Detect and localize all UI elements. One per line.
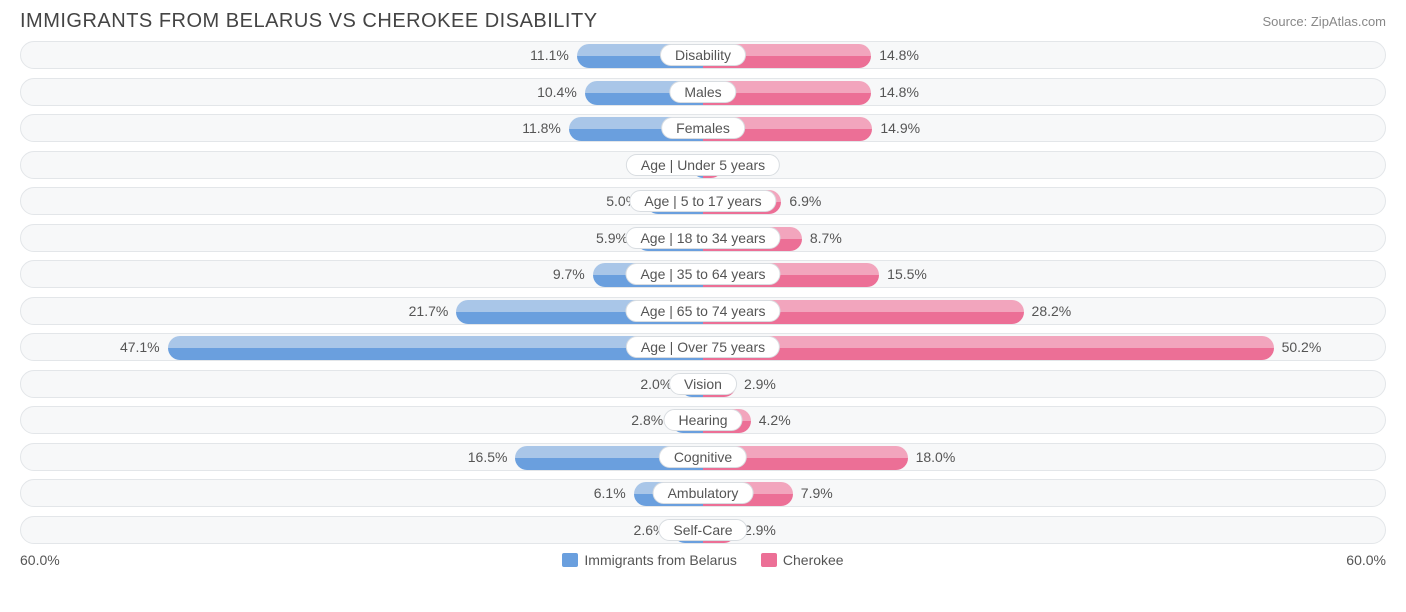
chart-title: IMMIGRANTS FROM BELARUS VS CHEROKEE DISA…	[20, 10, 598, 33]
legend-item-left: Immigrants from Belarus	[562, 552, 736, 568]
value-right: 2.9%	[744, 522, 776, 538]
value-right: 14.8%	[879, 84, 919, 100]
row-label: Disability	[660, 44, 746, 66]
legend: Immigrants from Belarus Cherokee	[562, 552, 843, 568]
chart-row: 5.9% 8.7% Age | 18 to 34 years	[20, 224, 1386, 252]
value-right: 18.0%	[916, 449, 956, 465]
chart-row: 9.7% 15.5% Age | 35 to 64 years	[20, 260, 1386, 288]
value-right: 4.2%	[759, 412, 791, 428]
legend-label-right: Cherokee	[783, 552, 844, 568]
value-left: 9.7%	[553, 266, 585, 282]
value-left: 11.1%	[530, 47, 569, 63]
row-label: Hearing	[663, 409, 742, 431]
row-label: Vision	[669, 373, 737, 395]
legend-item-right: Cherokee	[761, 552, 844, 568]
chart-row: 5.0%6.9%Age | 5 to 17 years	[20, 187, 1386, 215]
row-label: Males	[669, 81, 736, 103]
value-right: 2.9%	[744, 376, 776, 392]
value-right: 28.2%	[1032, 303, 1072, 319]
chart-source: Source: ZipAtlas.com	[1262, 14, 1386, 29]
chart-footer: 60.0% Immigrants from Belarus Cherokee 6…	[0, 552, 1406, 568]
value-left: 16.5%	[468, 449, 508, 465]
bar-right	[703, 336, 1274, 360]
chart-row: 21.7% 28.2% Age | 65 to 74 years	[20, 297, 1386, 325]
row-label: Ambulatory	[653, 482, 754, 504]
row-label: Age | 5 to 17 years	[629, 190, 776, 212]
chart-row: 2.6%2.9%Self-Care	[20, 516, 1386, 544]
bar-left	[168, 336, 703, 360]
chart-row: 2.0% 2.9% Vision	[20, 370, 1386, 398]
row-label: Females	[661, 117, 745, 139]
row-label: Cognitive	[659, 446, 747, 468]
value-left: 5.9%	[596, 230, 628, 246]
chart-header: IMMIGRANTS FROM BELARUS VS CHEROKEE DISA…	[0, 0, 1406, 41]
chart-row: 1.0%1.8%Age | Under 5 years	[20, 151, 1386, 179]
value-right: 14.8%	[879, 47, 919, 63]
value-left: 10.4%	[537, 84, 577, 100]
chart-row: 2.8% 4.2% Hearing	[20, 406, 1386, 434]
axis-max-right: 60.0%	[1346, 552, 1386, 568]
axis-max-left: 60.0%	[20, 552, 60, 568]
chart-row: 10.4% 14.8% Males	[20, 78, 1386, 106]
chart-row: 11.8% 14.9% Females	[20, 114, 1386, 142]
value-left: 2.8%	[631, 412, 663, 428]
value-left: 6.1%	[594, 485, 626, 501]
chart-area: 11.1% 14.8% Disability 10.4% 14.8% Males 11.8%…	[0, 41, 1406, 544]
value-right: 50.2%	[1282, 339, 1322, 355]
row-label: Self-Care	[658, 519, 747, 541]
chart-row: 11.1% 14.8% Disability	[20, 41, 1386, 69]
value-right: 8.7%	[810, 230, 842, 246]
chart-row: 16.5% 18.0% Cognitive	[20, 443, 1386, 471]
row-label: Age | 18 to 34 years	[625, 227, 780, 249]
legend-swatch-right	[761, 553, 777, 567]
value-right: 6.9%	[789, 193, 821, 209]
value-left: 21.7%	[409, 303, 449, 319]
value-right: 7.9%	[801, 485, 833, 501]
row-label: Age | Under 5 years	[626, 154, 780, 176]
chart-row: 6.1% 7.9% Ambulatory	[20, 479, 1386, 507]
legend-label-left: Immigrants from Belarus	[584, 552, 736, 568]
legend-swatch-left	[562, 553, 578, 567]
row-label: Age | 65 to 74 years	[625, 300, 780, 322]
value-right: 15.5%	[887, 266, 927, 282]
value-left: 2.0%	[640, 376, 672, 392]
value-left: 47.1%	[120, 339, 160, 355]
chart-row: 47.1% 50.2% Age | Over 75 years	[20, 333, 1386, 361]
row-label: Age | Over 75 years	[626, 336, 780, 358]
value-right: 14.9%	[880, 120, 920, 136]
row-label: Age | 35 to 64 years	[625, 263, 780, 285]
value-left: 11.8%	[522, 120, 561, 136]
